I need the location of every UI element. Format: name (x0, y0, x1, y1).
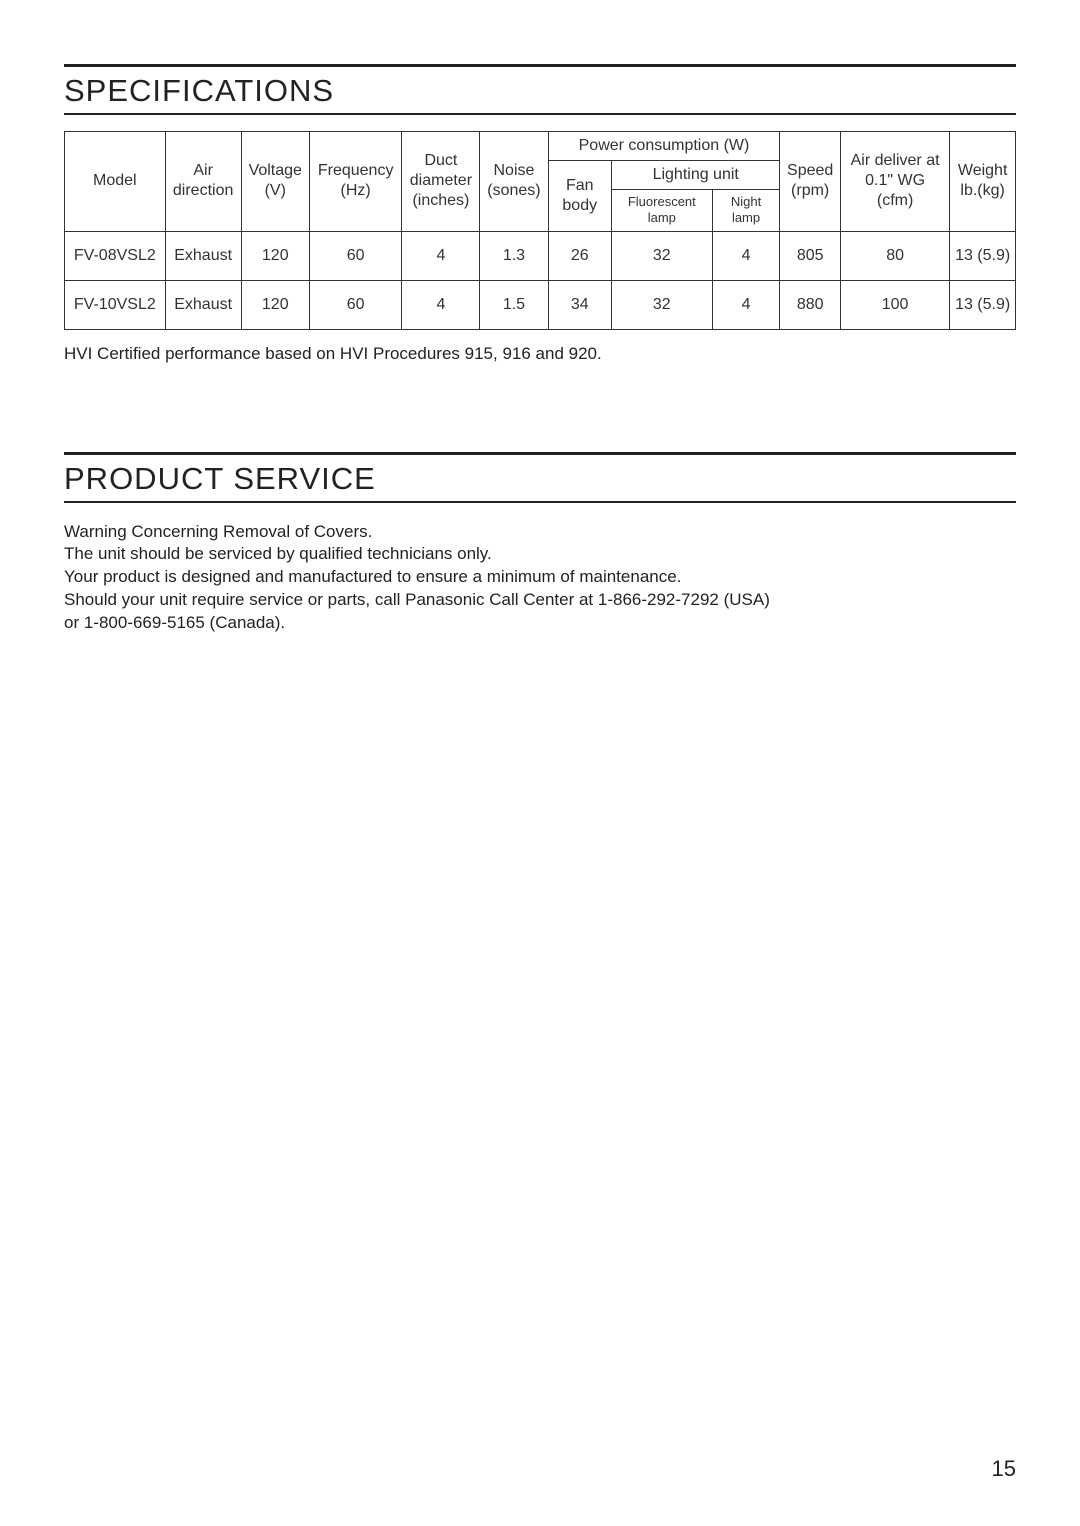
cell-v: 120 (241, 280, 309, 329)
th-fan-body: Fan body (548, 161, 611, 232)
cell-rpm: 880 (780, 280, 840, 329)
cell-hz: 60 (309, 231, 402, 280)
th-duct: Duct diameter (inches) (402, 132, 480, 232)
service-line: or 1-800-669-5165 (Canada). (64, 612, 1016, 635)
cell-fl: 32 (611, 280, 712, 329)
cell-fl: 32 (611, 231, 712, 280)
cell-noise: 1.3 (480, 231, 548, 280)
cell-fan: 34 (548, 280, 611, 329)
th-frequency: Frequency (Hz) (309, 132, 402, 232)
th-speed: Speed (rpm) (780, 132, 840, 232)
cell-duct: 4 (402, 280, 480, 329)
table-row: FV-10VSL2 Exhaust 120 60 4 1.5 34 32 4 8… (65, 280, 1016, 329)
th-noise: Noise (sones) (480, 132, 548, 232)
cell-nl: 4 (712, 231, 780, 280)
cell-rpm: 805 (780, 231, 840, 280)
service-line: Should your unit require service or part… (64, 589, 1016, 612)
cell-nl: 4 (712, 280, 780, 329)
cell-wt: 13 (5.9) (950, 280, 1016, 329)
th-air-direction: Air direction (165, 132, 241, 232)
cell-air: Exhaust (165, 280, 241, 329)
product-service-heading: PRODUCT SERVICE (64, 452, 1016, 503)
th-model: Model (65, 132, 166, 232)
cell-cfm: 100 (840, 280, 949, 329)
th-air-deliver: Air deliver at 0.1" WG (cfm) (840, 132, 949, 232)
specifications-table: Model Air direction Voltage (V) Frequenc… (64, 131, 1016, 330)
cell-air: Exhaust (165, 231, 241, 280)
cell-model: FV-10VSL2 (65, 280, 166, 329)
specifications-heading: SPECIFICATIONS (64, 64, 1016, 115)
th-night-lamp: Night lamp (712, 190, 780, 232)
th-fluorescent: Fluorescent lamp (611, 190, 712, 232)
cell-v: 120 (241, 231, 309, 280)
th-lighting-unit: Lighting unit (611, 161, 779, 190)
cell-wt: 13 (5.9) (950, 231, 1016, 280)
cell-fan: 26 (548, 231, 611, 280)
table-row: FV-08VSL2 Exhaust 120 60 4 1.3 26 32 4 8… (65, 231, 1016, 280)
page-number: 15 (992, 1456, 1016, 1482)
cell-duct: 4 (402, 231, 480, 280)
th-voltage: Voltage (V) (241, 132, 309, 232)
service-line: Your product is designed and manufacture… (64, 566, 1016, 589)
cell-hz: 60 (309, 280, 402, 329)
service-body: Warning Concerning Removal of Covers. Th… (64, 521, 1016, 636)
th-power-group: Power consumption (W) (548, 132, 780, 161)
cell-noise: 1.5 (480, 280, 548, 329)
service-line: Warning Concerning Removal of Covers. (64, 521, 1016, 544)
spec-tbody: FV-08VSL2 Exhaust 120 60 4 1.3 26 32 4 8… (65, 231, 1016, 329)
cell-model: FV-08VSL2 (65, 231, 166, 280)
service-line: The unit should be serviced by qualified… (64, 543, 1016, 566)
hvi-note: HVI Certified performance based on HVI P… (64, 344, 1016, 364)
cell-cfm: 80 (840, 231, 949, 280)
th-weight: Weight lb.(kg) (950, 132, 1016, 232)
